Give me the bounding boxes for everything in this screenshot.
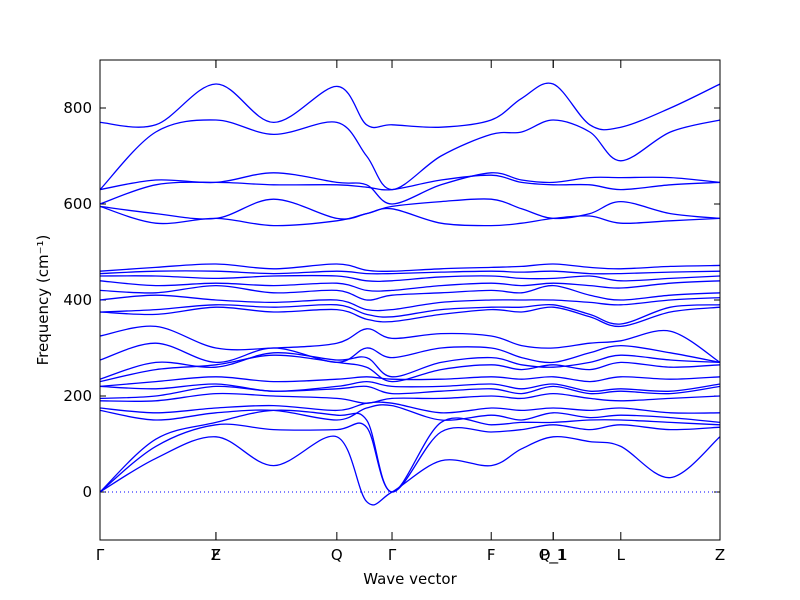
- band-line: [99, 409, 721, 493]
- x-tick-label: Γ: [388, 546, 397, 564]
- x-tick-label: F: [212, 546, 221, 564]
- x-axis-label: Wave vector: [363, 570, 457, 588]
- x-tick-label: L: [617, 546, 626, 564]
- band-line: [99, 352, 721, 380]
- band-line: [99, 198, 721, 220]
- y-tick-label: 0: [82, 483, 92, 501]
- x-tick-label: P_1: [540, 546, 566, 565]
- band-line: [99, 263, 721, 272]
- x-tick-label: Γ: [96, 546, 105, 564]
- band-line: [99, 284, 721, 301]
- y-tick-label: 200: [63, 387, 92, 405]
- band-line: [99, 404, 721, 424]
- band-line: [99, 306, 721, 328]
- band-line: [99, 280, 721, 292]
- band-line: [99, 342, 721, 364]
- plot-frame: [99, 59, 721, 541]
- band-line: [99, 392, 721, 404]
- band-line: [99, 294, 721, 312]
- y-tick-label: 600: [63, 195, 92, 213]
- band-line: [99, 270, 721, 275]
- y-tick-label: 400: [63, 291, 92, 309]
- y-axis-label: Frequency (cm⁻¹): [34, 235, 52, 366]
- x-tick-label: Z: [715, 546, 725, 564]
- band-line: [99, 82, 721, 131]
- band-line: [99, 325, 721, 363]
- band-line: [99, 354, 721, 383]
- band-line: [99, 422, 721, 493]
- band-line: [99, 380, 721, 392]
- band-line: [99, 174, 721, 205]
- y-tick-label: 800: [63, 99, 92, 117]
- x-tick-label: Q_1: [539, 546, 568, 565]
- band-line: [99, 376, 721, 388]
- x-tick-label: Q: [331, 546, 343, 564]
- x-tick-label: Z: [211, 546, 221, 564]
- band-line: [99, 435, 721, 506]
- band-line: [99, 119, 721, 191]
- band-line: [99, 303, 721, 325]
- band-line: [99, 274, 721, 282]
- band-line: [99, 385, 721, 400]
- band-line: [99, 401, 721, 414]
- band-line: [99, 205, 721, 227]
- x-tick-label: F: [487, 546, 496, 564]
- band-line: [99, 172, 721, 205]
